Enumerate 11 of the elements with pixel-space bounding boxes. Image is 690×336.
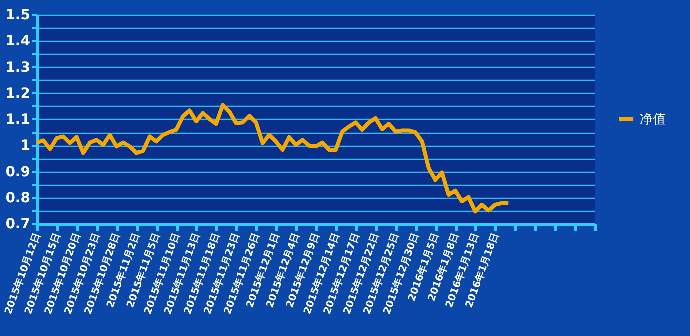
y-tick-label: 1.1: [6, 112, 30, 128]
legend-label: 净值: [640, 112, 666, 128]
y-tick-label: 1.5: [6, 8, 30, 24]
y-tick-label: 0.7: [6, 216, 30, 232]
y-tick-label: 1.2: [6, 86, 30, 102]
y-tick-label: 1.4: [6, 34, 31, 50]
y-tick-label: 1.3: [6, 60, 30, 76]
line-series: [35, 103, 511, 214]
y-tick-label: 1: [20, 138, 30, 154]
y-tick-label: 0.9: [6, 164, 30, 180]
y-tick-label: 0.8: [6, 190, 30, 206]
